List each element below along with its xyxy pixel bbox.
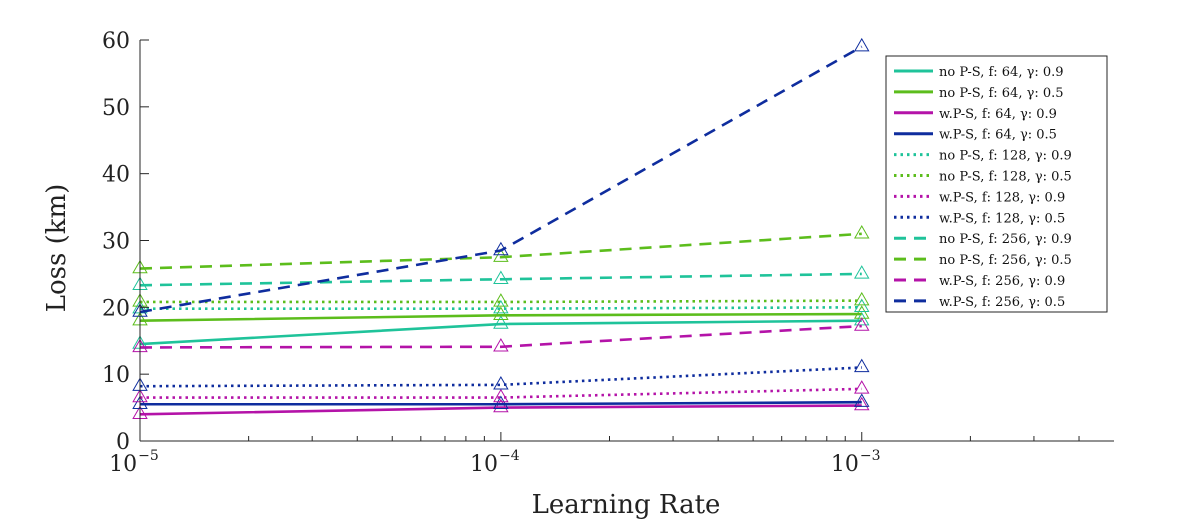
triangle-marker [493,398,509,413]
y-axis-title: Loss (km) [42,184,72,313]
triangle-marker [853,265,870,279]
x-axis-title: Learning Rate [532,490,721,520]
y-tick-label: 50 [102,96,130,121]
triangle-marker [493,376,509,390]
y-tick-label: 10 [102,363,130,388]
triangle-marker [493,337,509,352]
y-tick-label: 30 [102,230,130,255]
triangle-marker [853,396,870,411]
legend-label: no P-S, f: 256, γ: 0.9 [939,232,1072,247]
legend-box [885,55,1108,313]
triangle-marker [853,380,870,394]
y-tick-label: 0 [116,430,130,455]
triangle-marker [493,248,509,262]
triangle-marker [853,37,870,52]
triangle-marker [853,291,870,306]
legend-label: w.P-S, f: 256, γ: 0.9 [939,274,1065,289]
series-line [139,45,863,314]
legend-label: no P-S, f: 128, γ: 0.5 [939,170,1072,185]
triangle-marker [493,270,509,284]
triangle-marker [853,225,870,239]
x-tick-label: 10−4 [470,448,520,477]
legend-label: no P-S, f: 256, γ: 0.5 [939,253,1072,268]
triangle-marker [853,298,870,313]
y-tick-label: 40 [102,163,130,188]
legend-label: w.P-S, f: 128, γ: 0.5 [939,211,1065,226]
triangle-marker [853,317,870,331]
triangle-marker [493,315,509,329]
series-line [139,312,862,322]
legend-label: w.P-S, f: 256, γ: 0.5 [939,295,1065,310]
series-line [139,319,862,346]
triangle-marker [493,388,509,403]
triangle-marker [493,395,509,409]
series-line [139,232,862,270]
triangle-marker [853,311,870,326]
series-line [139,404,862,416]
series-line [139,324,862,349]
triangle-marker [853,358,870,373]
legend-label: w.P-S, f: 64, γ: 0.9 [939,107,1057,122]
triangle-marker [853,393,870,407]
y-tick-label: 20 [102,296,130,321]
x-tick-label: 10−5 [109,448,159,477]
triangle-marker [493,299,509,314]
legend-label: w.P-S, f: 64, γ: 0.5 [939,128,1057,143]
series-line [140,400,862,406]
x-tick-label: 10−3 [831,448,881,477]
series-line [139,272,862,287]
triangle-marker [493,241,509,256]
legend-label: w.P-S, f: 128, γ: 0.9 [939,190,1065,205]
legend-label: no P-S, f: 64, γ: 0.5 [939,86,1064,101]
triangle-marker [493,293,509,307]
y-tick-label: 60 [102,29,130,54]
legend-label: no P-S, f: 128, γ: 0.9 [939,149,1072,164]
triangle-marker [493,306,509,321]
legend-label: no P-S, f: 64, γ: 0.9 [939,65,1064,80]
